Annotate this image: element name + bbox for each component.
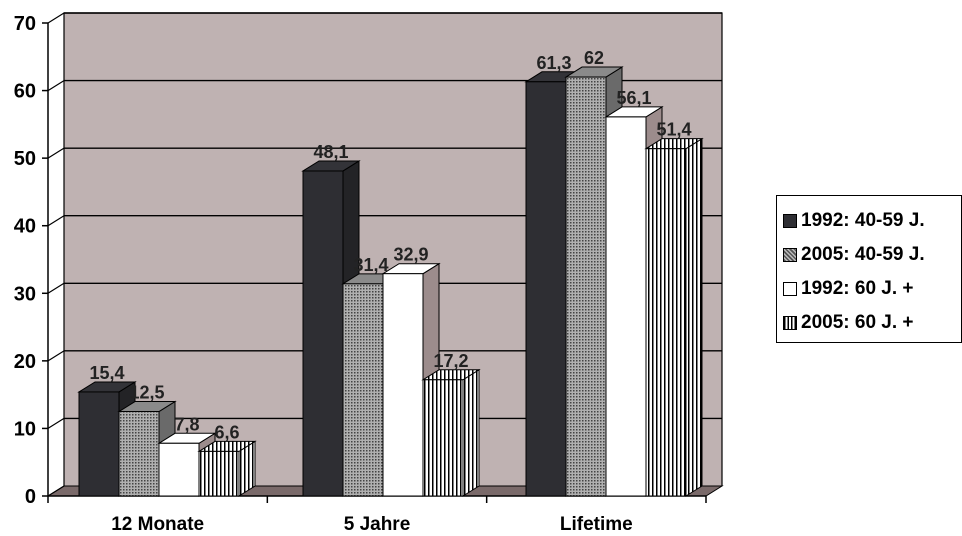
bar-front xyxy=(78,391,120,497)
bar xyxy=(197,440,257,497)
y-tick-label: 60 xyxy=(14,81,36,103)
bar-front xyxy=(198,450,240,497)
data-labels: 15,412,5 7,8 6,6 48,1 31,432,9 17,2 61,3 62 56,1… xyxy=(89,48,691,442)
y-tick-label: 10 xyxy=(14,418,36,440)
bar-front xyxy=(342,283,384,497)
legend-swatch xyxy=(783,214,797,228)
gridline-depth xyxy=(47,80,65,92)
y-tick-label: 40 xyxy=(14,216,36,238)
bar-front xyxy=(158,442,200,497)
bar-side xyxy=(462,368,480,497)
bar-front xyxy=(525,81,567,497)
bar xyxy=(421,368,481,497)
bar-front xyxy=(422,379,464,497)
data-label: 56,1 xyxy=(616,88,651,108)
x-tick-label: 12 Monate xyxy=(111,514,204,535)
x-tick-label: 5 Jahre xyxy=(344,514,411,535)
data-label: 6,6 xyxy=(214,422,239,442)
data-label: 15,4 xyxy=(89,363,124,383)
legend-item: 2005: 60 J. + xyxy=(783,306,961,340)
data-label: 12,5 xyxy=(129,383,164,403)
legend-swatch xyxy=(783,248,797,262)
legend-label: 1992: 60 J. + xyxy=(801,278,914,299)
legend-item: 2005: 40-59 J. xyxy=(783,238,961,272)
bar xyxy=(644,137,704,497)
gridline-depth xyxy=(47,147,65,159)
legend-item: 1992: 60 J. + xyxy=(783,272,961,306)
bar-side xyxy=(685,137,703,497)
y-tick-label: 0 xyxy=(25,486,36,508)
data-label: 32,9 xyxy=(393,245,428,265)
axes: 0 10 20 30 40 50 60 70 12 Monate 5 Jahre Lifetime xyxy=(14,13,707,535)
bar-front xyxy=(565,76,607,497)
data-label: 17,2 xyxy=(433,351,468,371)
gridline-depth xyxy=(47,12,65,24)
data-label: 7,8 xyxy=(174,414,199,434)
legend-swatch xyxy=(783,282,797,296)
gridline-depth xyxy=(47,350,65,362)
bars xyxy=(77,66,704,497)
bar-front xyxy=(302,170,344,497)
x-tick-label: Lifetime xyxy=(560,514,633,535)
data-label: 61,3 xyxy=(536,53,571,73)
legend-item: 1992: 40-59 J. xyxy=(783,204,961,238)
y-tick-label: 30 xyxy=(14,283,36,305)
gridline-depth xyxy=(47,282,65,294)
data-label: 62 xyxy=(584,48,604,68)
legend-label: 2005: 60 J. + xyxy=(801,312,914,333)
legend-swatch xyxy=(783,316,797,330)
y-tick-label: 20 xyxy=(14,351,36,373)
legend-label: 2005: 40-59 J. xyxy=(801,244,925,265)
data-label: 51,4 xyxy=(656,120,691,140)
gridline-depth xyxy=(47,215,65,227)
y-tick-label: 70 xyxy=(14,13,36,35)
bar-front xyxy=(118,411,160,497)
legend-label: 1992: 40-59 J. xyxy=(801,210,925,231)
data-label: 48,1 xyxy=(313,142,348,162)
data-label: 31,4 xyxy=(353,255,388,275)
bar-front xyxy=(645,148,687,497)
y-tick-label: 50 xyxy=(14,148,36,170)
gridline-depth xyxy=(47,417,65,429)
bar-front xyxy=(382,273,424,497)
bar-front xyxy=(605,116,647,497)
legend: 1992: 40-59 J. 2005: 40-59 J. 1992: 60 J… xyxy=(776,195,962,343)
